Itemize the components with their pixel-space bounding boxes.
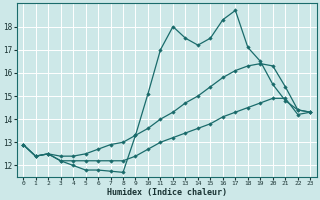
X-axis label: Humidex (Indice chaleur): Humidex (Indice chaleur) xyxy=(107,188,227,197)
